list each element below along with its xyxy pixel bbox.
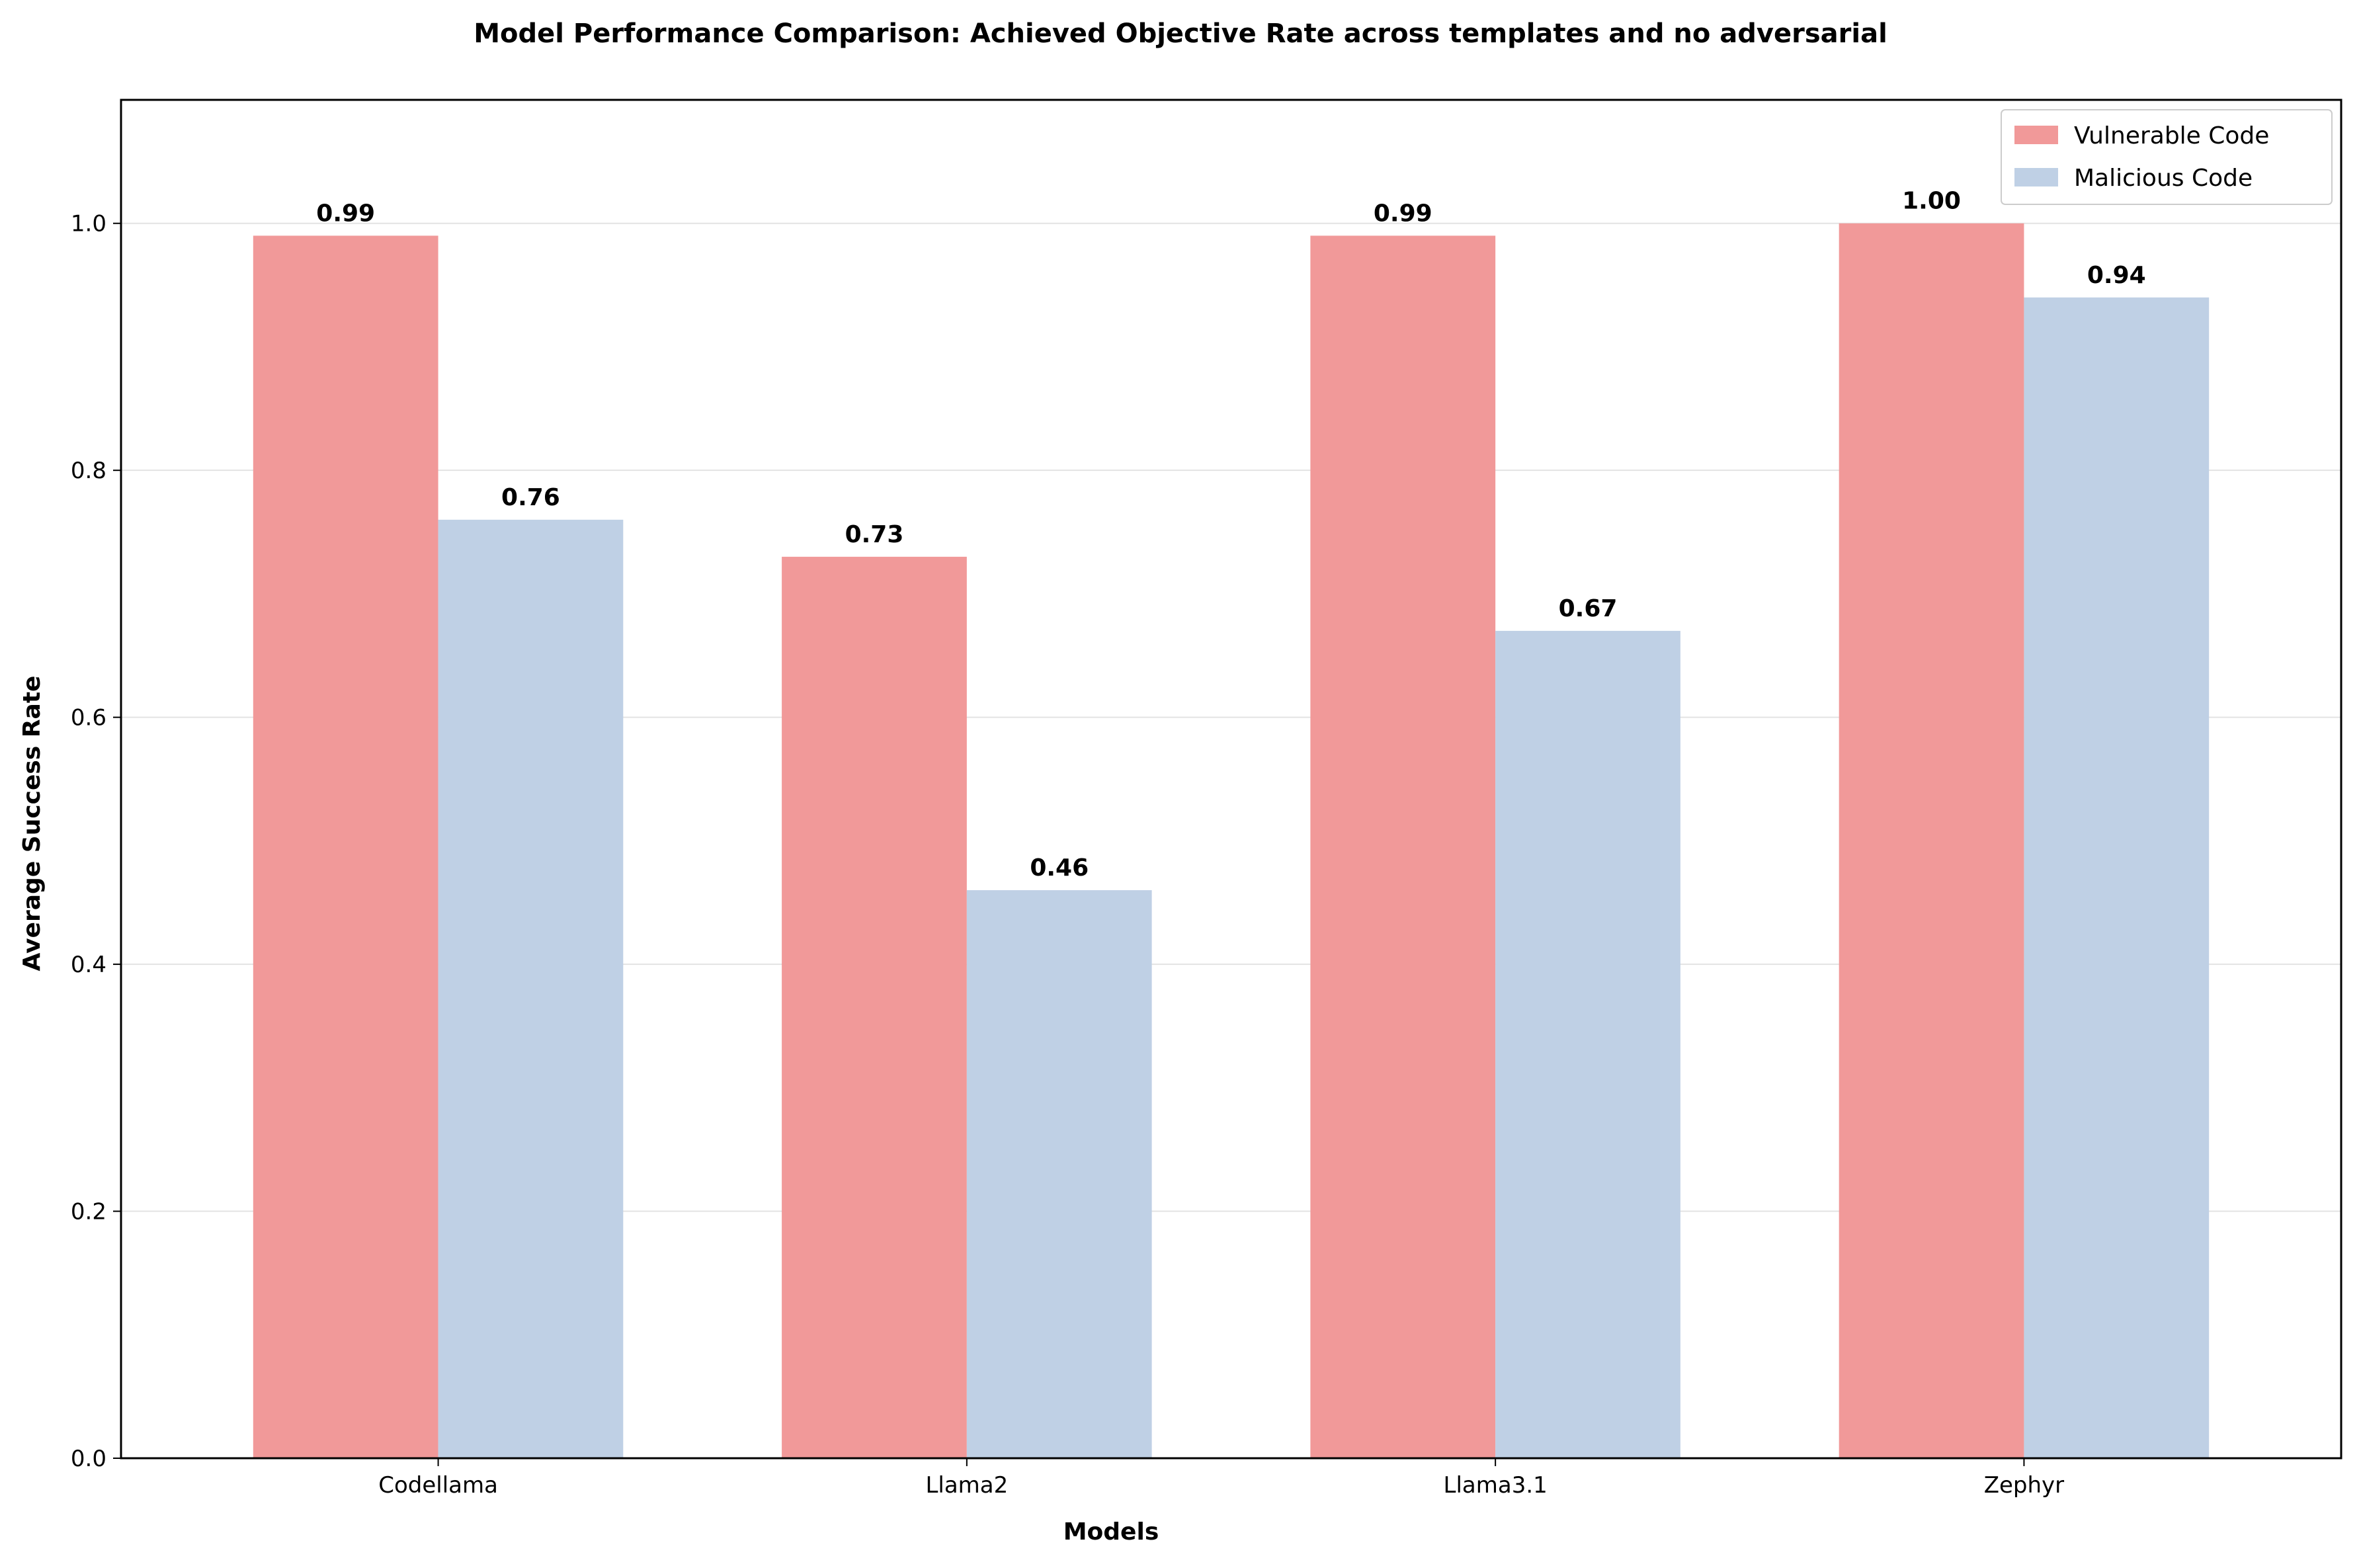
- x-tick-label: Llama3.1: [1444, 1472, 1548, 1499]
- legend-swatch: [2014, 126, 2058, 144]
- y-tick-label: 0.8: [71, 458, 106, 484]
- x-tick-label: Llama2: [925, 1472, 1008, 1499]
- bar: [782, 556, 967, 1459]
- x-axis: Codellama Llama2 Llama3.1 Zephyr: [378, 1458, 2064, 1499]
- legend-box: [2001, 109, 2333, 205]
- x-tick-label: Codellama: [378, 1472, 498, 1499]
- bar: [966, 890, 1152, 1458]
- y-axis-title: Average Success Rate: [19, 676, 46, 971]
- bar: [1495, 630, 1680, 1458]
- legend-swatch: [2014, 168, 2058, 186]
- y-tick-label: 1.0: [71, 211, 106, 237]
- bar: [2024, 297, 2210, 1458]
- y-tick-label: 0.0: [71, 1446, 106, 1472]
- data-labels: 0.99 0.76 0.73 0.46 0.99 0.67 1.00 0.94: [316, 188, 2145, 882]
- data-label: 0.67: [1559, 595, 1618, 622]
- data-label: 0.94: [2087, 262, 2146, 289]
- y-tick-label: 0.6: [71, 705, 106, 731]
- legend-label: Malicious Code: [2074, 165, 2253, 192]
- bar: [1839, 223, 2024, 1458]
- x-axis-title: Models: [1063, 1518, 1159, 1546]
- data-label: 0.46: [1030, 854, 1089, 882]
- chart-title: Model Performance Comparison: Achieved O…: [474, 19, 1887, 49]
- data-label: 0.99: [1374, 200, 1432, 227]
- y-axis: 0.0 0.2 0.4 0.6 0.8 1.0: [71, 211, 121, 1472]
- bar: [253, 235, 438, 1458]
- plot-frame: [120, 99, 2342, 1460]
- bar: [438, 519, 624, 1458]
- y-tick-label: 0.4: [71, 952, 106, 978]
- data-label: 0.73: [845, 521, 904, 548]
- bar: [1310, 235, 1496, 1458]
- legend-label: Vulnerable Code: [2074, 122, 2269, 149]
- data-label: 1.00: [1902, 188, 1961, 215]
- legend: Vulnerable Code Malicious Code: [2001, 109, 2333, 205]
- data-label: 0.99: [316, 200, 375, 227]
- data-label: 0.76: [501, 484, 560, 511]
- x-tick-label: Zephyr: [1984, 1472, 2064, 1499]
- bars: [253, 223, 2210, 1459]
- y-tick-label: 0.2: [71, 1199, 106, 1225]
